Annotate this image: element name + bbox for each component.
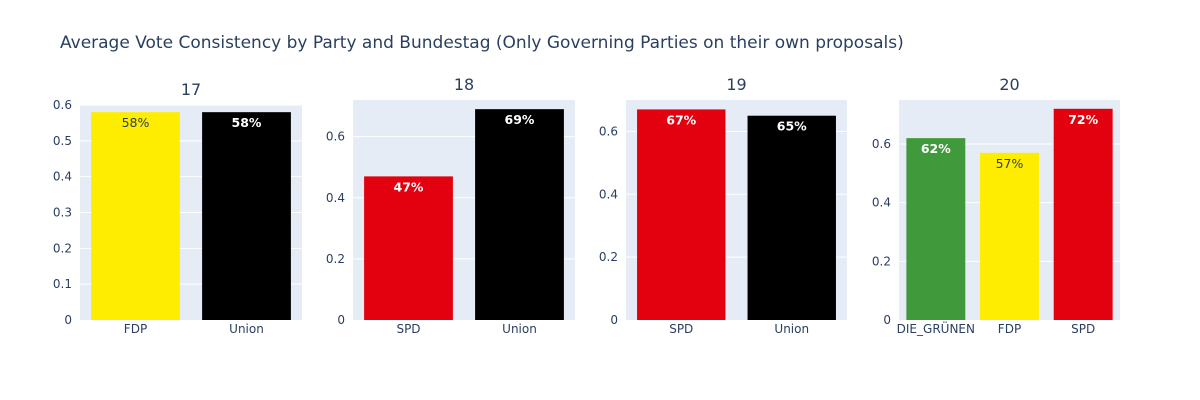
y-tick-label: 0.4 (872, 196, 891, 210)
y-tick-label: 0.4 (326, 191, 345, 205)
y-tick-label: 0.4 (53, 170, 72, 184)
y-tick-label: 0.2 (872, 254, 891, 268)
data-label: 67% (666, 112, 696, 127)
subplot-title: 20 (999, 75, 1019, 94)
subplot-title: 19 (726, 75, 746, 94)
x-tick-label: SPD (669, 322, 693, 336)
data-label: 69% (505, 112, 535, 127)
y-tick-label: 0.6 (599, 124, 618, 138)
y-tick-label: 0.2 (53, 241, 72, 255)
x-tick-label: Union (774, 322, 809, 336)
bar-FDP (980, 152, 1039, 320)
bar-Union (475, 109, 564, 321)
x-tick-label: SPD (396, 322, 420, 336)
x-tick-label: FDP (998, 322, 1021, 336)
y-tick-label: 0.4 (599, 187, 618, 201)
data-label: 72% (1068, 112, 1098, 127)
data-label: 57% (996, 156, 1024, 171)
y-tick-label: 0.6 (872, 137, 891, 151)
subplot-19: 0 0.2 0.4 0.6 19 67% SPD 65% Union (599, 75, 847, 336)
bar-SPD (637, 109, 726, 320)
y-tick-label: 0.6 (53, 98, 72, 112)
y-tick-label: 0 (610, 313, 618, 327)
data-label: 47% (394, 179, 424, 194)
y-tick-label: 0 (64, 313, 72, 327)
y-tick-label: 0.2 (326, 252, 345, 266)
chart-title: Average Vote Consistency by Party and Bu… (60, 33, 904, 53)
y-tick-label: 0 (883, 313, 891, 327)
bar-SPD (1053, 108, 1113, 320)
y-tick-label: 0.6 (326, 130, 345, 144)
y-tick-label: 0.3 (53, 206, 72, 220)
x-tick-label: FDP (124, 322, 147, 336)
x-tick-label: SPD (1071, 322, 1095, 336)
bar-DIE_GRÜNEN (906, 138, 966, 320)
subplot-title: 18 (454, 75, 474, 94)
x-tick-label: DIE_GRÜNEN (897, 320, 975, 336)
subplot-20: 0 0.2 0.4 0.6 20 62% DIE_GRÜNEN 57% FDP 72% SPD (872, 75, 1120, 336)
bar-SPD (364, 176, 453, 320)
data-label: 65% (777, 119, 807, 134)
data-label: 58% (232, 115, 262, 130)
subplot-title: 17 (181, 80, 201, 99)
x-tick-label: Union (229, 322, 264, 336)
subplot-18: 0 0.2 0.4 0.6 18 47% SPD 69% Union (326, 75, 575, 336)
x-tick-label: Union (502, 322, 537, 336)
y-tick-label: 0.2 (599, 250, 618, 264)
data-label: 62% (921, 141, 951, 156)
y-tick-label: 0.5 (53, 134, 72, 148)
data-label: 58% (122, 115, 150, 130)
bar-Union (202, 112, 291, 321)
bar-FDP (91, 112, 180, 321)
bar-Union (747, 115, 836, 320)
y-tick-label: 0.1 (53, 277, 72, 291)
y-tick-label: 0 (337, 313, 345, 327)
subplot-17: 0 0.1 0.2 0.3 0.4 0.5 0.6 17 58% FDP 58% Union (53, 80, 302, 336)
